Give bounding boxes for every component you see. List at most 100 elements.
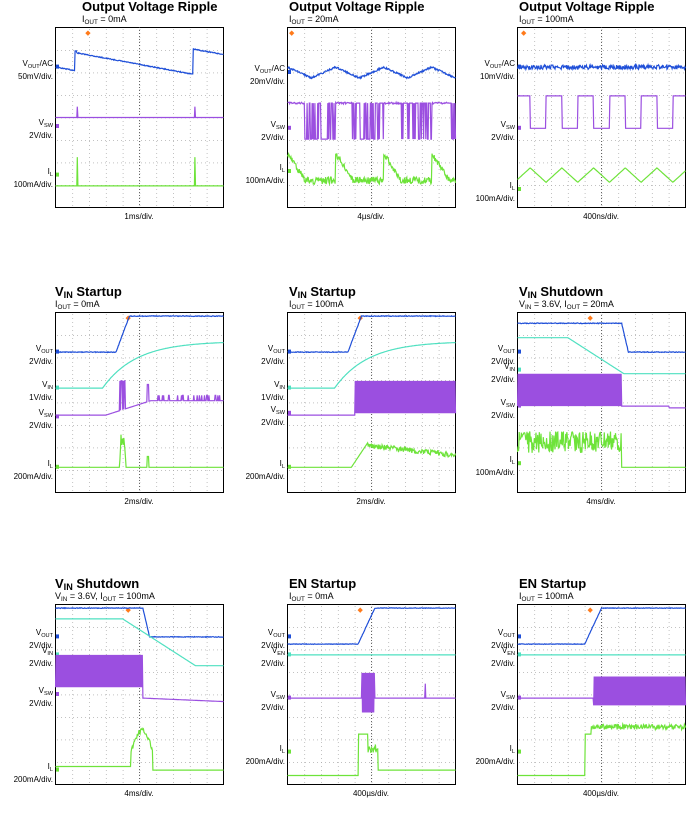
- channel-marker: [56, 173, 59, 177]
- grid-dot: [72, 718, 73, 719]
- grid-dot: [372, 490, 373, 491]
- grid-dot: [140, 406, 141, 407]
- grid-dot: [652, 402, 653, 403]
- grid-dot: [652, 346, 653, 347]
- grid-dot: [72, 482, 73, 483]
- grid-dot: [140, 382, 141, 383]
- grid-dot: [123, 750, 124, 751]
- grid-dot: [355, 41, 356, 42]
- grid-dot: [72, 338, 73, 339]
- grid-dot: [156, 69, 157, 70]
- grid-dot: [635, 410, 636, 411]
- grid-dot: [534, 410, 535, 411]
- grid-dot: [579, 50, 580, 51]
- channel-marker: [288, 350, 291, 354]
- grid-dot: [106, 109, 107, 110]
- grid-dot: [369, 95, 370, 96]
- grid-dot: [575, 425, 576, 426]
- grid-dot: [321, 434, 322, 435]
- grid-dot: [85, 448, 86, 449]
- grid-dot: [671, 448, 672, 449]
- grid-dot: [189, 627, 190, 628]
- grid-dot: [207, 181, 208, 182]
- grid-dot: [123, 646, 124, 647]
- grid-dot: [93, 95, 94, 96]
- grid-dot: [293, 73, 294, 74]
- grid-dot: [201, 335, 202, 336]
- grid-dot: [618, 137, 619, 138]
- grid-dot: [89, 638, 90, 639]
- grid-dot: [355, 318, 356, 319]
- grid-dot: [669, 366, 670, 367]
- grid-dot: [106, 630, 107, 631]
- grid-dot: [669, 89, 670, 90]
- grid-dot: [169, 425, 170, 426]
- grid-dot: [355, 454, 356, 455]
- grid-dot: [207, 322, 208, 323]
- grid-dot: [72, 33, 73, 34]
- grid-dot: [357, 335, 358, 336]
- grid-dot: [385, 358, 386, 359]
- grid-dot: [89, 778, 90, 779]
- grid-dot: [106, 426, 107, 427]
- grid-dot: [405, 49, 406, 50]
- grid-dot: [439, 33, 440, 34]
- grid-dot: [663, 335, 664, 336]
- grid-dot: [527, 335, 528, 336]
- grid-dot: [81, 627, 82, 628]
- grid-dot: [372, 149, 373, 150]
- grid-dot: [123, 201, 124, 202]
- grid-dot: [105, 140, 106, 141]
- grid-dot: [349, 185, 350, 186]
- grid-dot: [106, 354, 107, 355]
- grid-dot: [207, 758, 208, 759]
- grid-dot: [140, 746, 141, 747]
- grid-dot: [72, 762, 73, 763]
- grid-dot: [669, 189, 670, 190]
- grid-dot: [169, 358, 170, 359]
- grid-dot: [439, 422, 440, 423]
- grid-dot: [534, 37, 535, 38]
- grid-dot: [388, 97, 389, 98]
- grid-dot: [140, 606, 141, 607]
- grid-dot: [647, 50, 648, 51]
- grid-dot: [106, 73, 107, 74]
- grid-dot: [85, 695, 86, 696]
- channel-scale: 2V/div.: [261, 357, 285, 366]
- grid-dot: [317, 403, 318, 404]
- grid-dot: [313, 163, 314, 164]
- grid-dot: [388, 65, 389, 66]
- grid-dot: [190, 157, 191, 158]
- grid-dot: [156, 626, 157, 627]
- grid-dot: [543, 50, 544, 51]
- grid-dot: [140, 722, 141, 723]
- grid-dot: [153, 650, 154, 651]
- grid-dot: [123, 81, 124, 82]
- grid-dot: [72, 706, 73, 707]
- grid-dot: [338, 165, 339, 166]
- grid-dot: [329, 403, 330, 404]
- grid-dot: [123, 322, 124, 323]
- grid-dot: [207, 153, 208, 154]
- grid-dot: [140, 374, 141, 375]
- grid-dot: [388, 366, 389, 367]
- grid-dot: [89, 129, 90, 130]
- grid-dot: [568, 474, 569, 475]
- grid-dot: [305, 50, 306, 51]
- grid-dot: [137, 50, 138, 51]
- grid-dot: [669, 322, 670, 323]
- grid-dot: [157, 650, 158, 651]
- grid-dot: [201, 380, 202, 381]
- grid-dot: [117, 50, 118, 51]
- grid-dot: [123, 422, 124, 423]
- grid-dot: [635, 330, 636, 331]
- grid-dot: [602, 422, 603, 423]
- grid-dot: [401, 185, 402, 186]
- grid-dot: [683, 185, 684, 186]
- grid-dot: [81, 335, 82, 336]
- grid-dot: [89, 362, 90, 363]
- grid-dot: [585, 73, 586, 74]
- grid-dot: [453, 425, 454, 426]
- grid-dot: [635, 378, 636, 379]
- grid-dot: [301, 185, 302, 186]
